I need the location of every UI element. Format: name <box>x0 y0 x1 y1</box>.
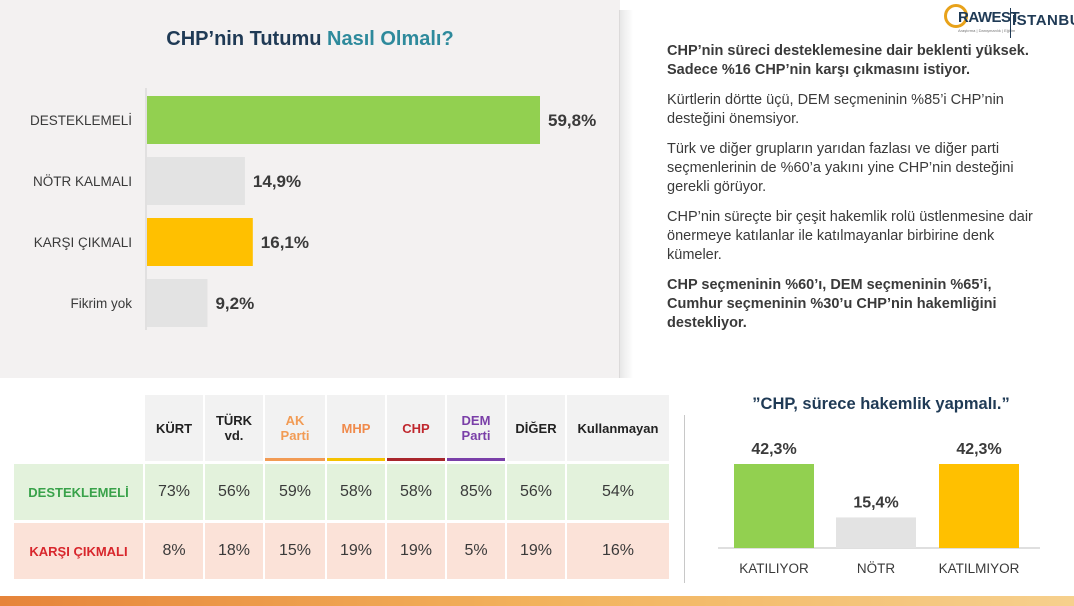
table-cell: 58% <box>325 461 386 522</box>
column-label: CHP <box>402 420 430 436</box>
chart-panel <box>0 0 620 378</box>
panel-shadow <box>619 10 633 378</box>
category-label: Fikrim yok <box>71 296 133 311</box>
table-cell: 19% <box>385 520 446 579</box>
value-label: 9,2% <box>215 294 254 313</box>
table-cell: 73% <box>143 461 204 522</box>
table-cell: 56% <box>203 461 264 522</box>
notes-panel: CHP’nin süreci desteklemesine dair bekle… <box>667 42 1042 344</box>
table-cell: 5% <box>445 520 506 579</box>
table-row-support: DESTEKLEMELİ 73% 56% 59% 58% 58% 85% 56%… <box>12 461 669 522</box>
table-cell: 58% <box>385 461 446 522</box>
column-header: DEM Parti <box>445 395 506 463</box>
bar <box>147 157 245 205</box>
section-divider <box>684 415 685 583</box>
column-label: MHP <box>341 420 371 436</box>
table-cell: 54% <box>565 461 669 522</box>
title-part1: CHP’nin Tutumu <box>166 28 327 50</box>
category-label: KATILMIYOR <box>939 561 1020 576</box>
category-label: NÖTR <box>857 561 895 576</box>
column-header: TÜRK vd. <box>203 395 264 463</box>
column-label: DEM Parti <box>461 413 491 443</box>
table-cell: 59% <box>263 461 326 522</box>
title-part2: Nasıl Olmalı? <box>327 28 454 50</box>
rawest-logo: RAWEST Araştırma | Danışmanlık | Eğitim … <box>944 2 1074 42</box>
row-label: DESTEKLEMELİ <box>12 461 144 522</box>
value-label: 14,9% <box>253 172 301 191</box>
table-cell: 16% <box>565 520 669 579</box>
bar <box>836 517 916 548</box>
table-cell: 85% <box>445 461 506 522</box>
note-3: Türk ve diğer grupların yarıdan fazlası … <box>667 141 1014 195</box>
bar <box>147 96 540 144</box>
category-label: NÖTR KALMALI <box>33 174 132 189</box>
value-label: 16,1% <box>261 233 309 252</box>
column-label: AK Parti <box>280 413 310 443</box>
value-label: 42,3% <box>956 441 1001 458</box>
note-2: Kürtlerin dörtte üçü, DEM seçmeninin %85… <box>667 92 1004 127</box>
bar <box>939 464 1019 548</box>
column-label: Kullanmayan <box>577 420 659 436</box>
column-label: DİĞER <box>515 420 557 436</box>
column-header: CHP <box>385 395 446 463</box>
row-label: KARŞI ÇIKMALI <box>12 520 144 579</box>
note-1: CHP’nin süreci desteklemesine dair bekle… <box>667 43 1029 78</box>
table-header-row: KÜRT TÜRK vd. AK Parti MHP CHP DEM Parti… <box>13 395 669 463</box>
logo-brand: RAWEST <box>958 9 1020 26</box>
category-label: KATILIYOR <box>739 561 809 576</box>
hakemlik-bar-chart: 42,3% KATILIYOR 15,4% NÖTR 42,3% KATILMIYOR <box>718 441 1040 576</box>
category-label: KARŞI ÇIKMALI <box>34 235 132 250</box>
table-cell: 15% <box>263 520 326 579</box>
hakemlik-chart-title: ”CHP, sürece hakemlik yapmalı.” <box>752 395 1010 413</box>
table-cell: 8% <box>143 520 204 579</box>
main-chart-title: CHP’nin Tutumu Nasıl Olmalı? <box>0 28 620 51</box>
column-header: Kullanmayan <box>565 395 669 463</box>
category-label: DESTEKLEMELİ <box>30 113 132 128</box>
logo-city: İSTANBUL <box>1012 12 1074 29</box>
bar <box>734 464 814 548</box>
column-label: TÜRK vd. <box>215 413 253 443</box>
logo-ring-icon <box>944 4 968 28</box>
column-header: AK Parti <box>263 395 326 463</box>
column-label: KÜRT <box>155 420 193 436</box>
main-bar-chart: DESTEKLEMELİ 59,8% NÖTR KALMALI 14,9% KARŞI … <box>30 88 596 330</box>
value-label: 15,4% <box>853 494 898 511</box>
footer-accent-bar <box>0 596 1074 606</box>
bar <box>147 279 208 327</box>
value-label: 59,8% <box>548 111 596 130</box>
column-header: DİĞER <box>505 395 566 463</box>
logo-divider <box>1010 8 1011 38</box>
value-label: 42,3% <box>751 441 796 458</box>
table-corner <box>13 395 144 463</box>
note-5: CHP seçmeninin %60’ı, DEM seçmeninin %65… <box>667 277 997 331</box>
table-cell: 18% <box>203 520 264 579</box>
bar <box>147 218 253 266</box>
table-row-oppose: KARŞI ÇIKMALI 8% 18% 15% 19% 19% 5% 19% … <box>12 520 669 579</box>
table-cell: 19% <box>505 520 566 579</box>
party-breakdown-table: KÜRT TÜRK vd. AK Parti MHP CHP DEM Parti… <box>12 395 669 579</box>
column-header: KÜRT <box>143 395 204 463</box>
note-4: CHP’nin süreçte bir çeşit hakemlik rolü … <box>667 209 1033 263</box>
table-cell: 56% <box>505 461 566 522</box>
column-header: MHP <box>325 395 386 463</box>
table-cell: 19% <box>325 520 386 579</box>
logo-tagline: Araştırma | Danışmanlık | Eğitim <box>958 28 1016 33</box>
